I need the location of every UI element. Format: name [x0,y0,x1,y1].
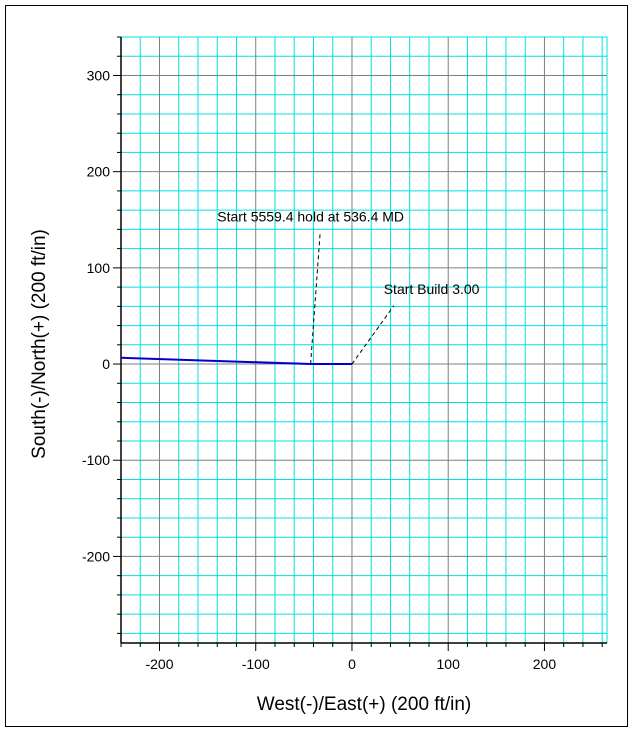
y-axis-title: South(-)/North(+) (200 ft/in) [29,229,50,459]
y-tick-label: 0 [102,356,110,372]
x-tick-label: 100 [437,656,461,672]
x-tick-label: -200 [145,656,173,672]
y-tick-label: -200 [82,548,110,564]
y-tick-label: 300 [87,67,111,83]
y-tick-label: 100 [87,260,111,276]
x-tick-label: 200 [533,656,557,672]
minor-grid [120,36,607,643]
chart-frame: -200 -100 0 100 200 300 200 100 0 -100 -200 Start… [5,5,628,727]
annotation-hold: Start 5559.4 hold at 536.4 MD [217,209,404,365]
annotation-text: Start 5559.4 hold at 536.4 MD [217,209,404,225]
plot-area: -200 -100 0 100 200 300 200 100 0 -100 -200 Start… [29,36,608,715]
x-axis-title: West(-)/East(+) (200 ft/in) [257,694,472,715]
tick-marks [113,36,603,651]
annotations: Start 5559.4 hold at 536.4 MD Start Build… [217,209,480,365]
annotation-leader-line [310,231,321,365]
x-tick-labels: -200 -100 0 100 200 [145,656,556,672]
annotation-text: Start Build 3.00 [384,281,480,297]
x-tick-label: -100 [242,656,270,672]
annotation-build: Start Build 3.00 [351,281,480,365]
axes [120,36,608,644]
y-tick-label: -100 [82,452,110,468]
y-tick-labels: 300 200 100 0 -100 -200 [82,67,110,564]
major-grid [121,37,607,643]
plot-border [120,36,608,644]
annotation-leader-line [351,305,395,365]
y-tick-label: 200 [87,164,111,180]
x-tick-label: 0 [348,656,356,672]
